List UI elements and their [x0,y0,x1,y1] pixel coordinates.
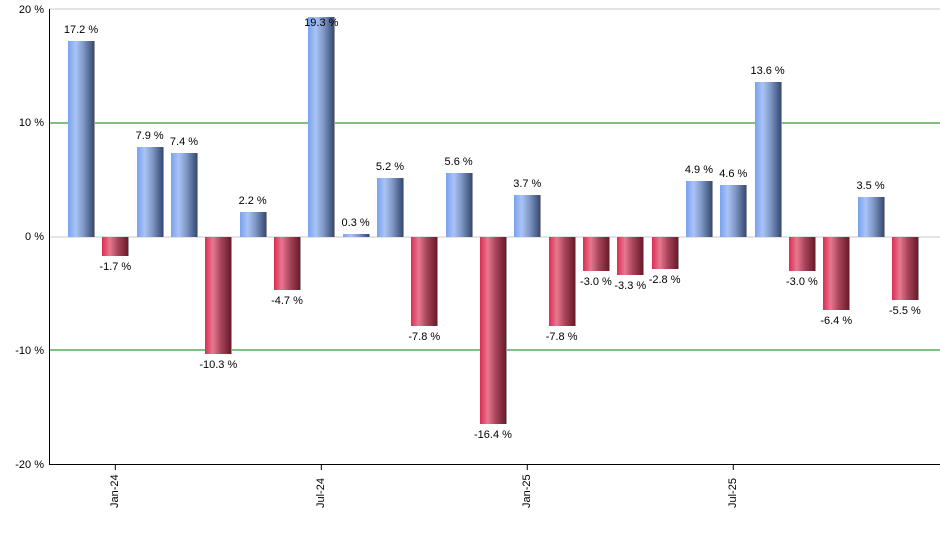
value-label: 5.6 % [444,156,473,169]
bar-positive [754,82,781,237]
value-label: -4.7 % [271,295,303,308]
value-label: 19.3 % [304,17,339,29]
bar-negative [479,237,506,424]
bar-negative [548,237,575,326]
y-tick-label: 20 % [18,3,44,16]
bar-positive [308,17,335,237]
value-label: 2.2 % [238,194,267,207]
bar-positive [857,197,884,237]
x-tick-label: Jul-25 [727,478,740,508]
value-label: -3.0 % [580,276,612,289]
bar-positive [376,177,403,237]
value-label: 3.7 % [513,177,542,190]
y-tick-label: -10 % [15,344,44,357]
value-label: -16.4 % [473,428,512,441]
value-label: -7.8 % [408,330,441,343]
bar-positive [685,181,712,237]
bar-positive [445,173,472,237]
value-label: -10.3 % [199,359,238,372]
bar-negative [582,237,609,272]
y-tick-label: 0 % [25,231,44,243]
value-label: -5.5 % [889,304,921,317]
y-tick-label: 10 % [18,117,44,130]
value-label: -2.8 % [648,273,681,286]
value-label: 13.6 % [750,65,785,78]
value-label: 3.5 % [856,180,885,193]
value-label: 4.6 % [719,167,748,180]
value-label: 7.4 % [169,135,199,148]
bar-positive [68,41,94,237]
bar-positive [720,184,747,237]
value-label: 7.9 % [135,130,164,143]
value-label: 0.3 % [341,216,370,229]
bar-negative [891,237,918,300]
bar-negative [411,237,438,326]
x-tick-label: Jan-25 [521,474,534,508]
bar-positive [136,147,163,237]
bar-negative [651,237,678,269]
bar-negative [617,237,644,275]
bar-negative [788,237,815,272]
bar-positive [170,152,197,237]
bar-positive [342,233,369,237]
value-label: -6.4 % [820,314,853,327]
value-label: 5.2 % [375,160,405,173]
value-label: 4.9 % [684,164,713,177]
bar-negative [102,237,129,257]
x-tick-label: Jan-24 [109,474,122,508]
bar-negative [273,237,300,291]
bar-negative [823,237,850,310]
value-label: 17.2 % [63,24,99,37]
bar-positive [514,194,541,237]
y-tick-label: -20 % [15,458,44,471]
x-tick-label: Jul-24 [315,478,328,508]
value-label: -1.7 % [99,261,132,274]
value-label: -7.8 % [545,330,578,343]
bar-negative [205,237,232,355]
value-label: -3.0 % [786,276,818,289]
bar-positive [239,211,266,237]
value-label: -3.3 % [614,279,647,292]
